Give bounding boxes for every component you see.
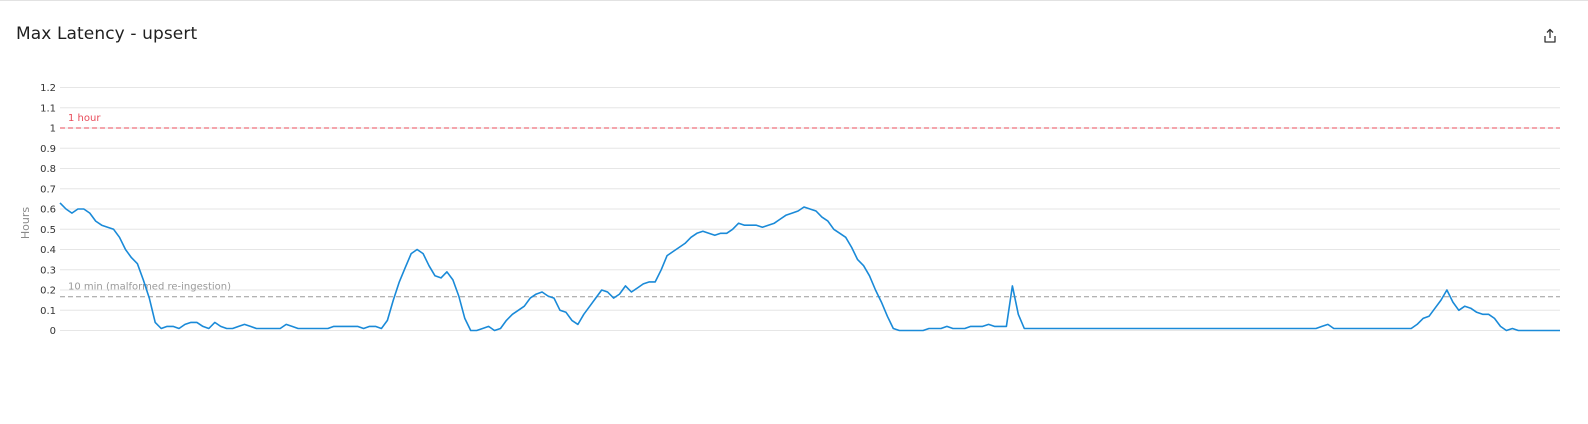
- threshold-label: 10 min (malformed re-ingestion): [68, 282, 231, 293]
- series-line: [59, 202, 1560, 332]
- panel-title: Max Latency - upsert: [16, 24, 198, 44]
- y-tick-label: 0.2: [40, 286, 56, 297]
- y-tick-label: 0.5: [40, 225, 56, 236]
- y-tick-label: 0.1: [40, 306, 56, 317]
- y-tick-label: 0.6: [40, 205, 56, 216]
- threshold-label: 1 hour: [68, 113, 101, 124]
- share-export-icon: [1544, 28, 1556, 43]
- y-tick-label: 0: [50, 326, 56, 337]
- y-tick-label: 0.4: [40, 245, 56, 256]
- y-tick-label: 1.2: [40, 83, 56, 94]
- y-tick-label: 0.9: [40, 144, 56, 155]
- y-tick-label: 1.1: [40, 103, 56, 114]
- y-tick-label: 0.3: [40, 265, 56, 276]
- export-button[interactable]: [1538, 24, 1562, 48]
- y-tick-label: 0.7: [40, 184, 56, 195]
- y-tick-label: 0.8: [40, 164, 56, 175]
- y-axis-label: Hours: [19, 207, 32, 239]
- panel-top-border: [0, 0, 1588, 1]
- y-tick-label: 1: [50, 124, 56, 135]
